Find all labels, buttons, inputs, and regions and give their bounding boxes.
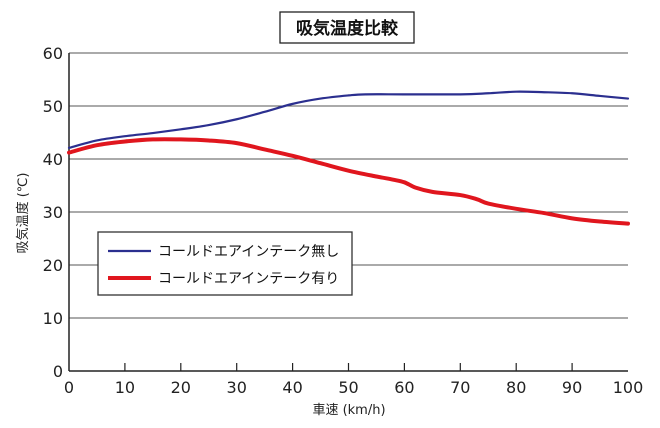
x-tick-label: 90	[562, 378, 582, 397]
legend-label-2: コールドエアインテーク有り	[158, 271, 339, 287]
axis-layer: 0 10 20 30 40 50 60 0 10 20 30 40 50 60 70 80 90 100	[43, 44, 644, 397]
x-tick-label: 40	[282, 378, 302, 397]
series-line-2	[67, 137, 630, 226]
legend-box	[97, 231, 353, 296]
y-tick-label: 30	[43, 203, 63, 222]
x-axis-label: 車速 (km/h)	[312, 403, 385, 418]
legend-label-1: コールドエアインテーク無し	[158, 244, 339, 260]
y-tick-label: 10	[43, 309, 63, 328]
x-tick-label: 80	[506, 378, 526, 397]
x-tick-label: 10	[115, 378, 135, 397]
chart-title: 吸気温度比較	[296, 18, 399, 39]
x-tick-label: 60	[394, 378, 414, 397]
y-tick-label: 60	[43, 44, 63, 63]
y-tick-label: 40	[43, 150, 63, 169]
y-tick-label: 50	[43, 97, 63, 116]
title-box	[279, 11, 415, 44]
y-tick-label: 20	[43, 256, 63, 275]
x-tick-label: 20	[171, 378, 191, 397]
series-line-1	[67, 90, 630, 149]
x-tick-label: 100	[613, 378, 644, 397]
x-tick-label: 0	[64, 378, 74, 397]
x-tick-label: 50	[338, 378, 358, 397]
series-layer	[67, 90, 630, 226]
x-tick-label: 30	[227, 378, 247, 397]
title-layer: 吸気温度比較	[279, 11, 415, 44]
x-tick-label: 70	[450, 378, 470, 397]
y-tick-label: 0	[53, 362, 63, 381]
y-axis-label: 吸気温度 (℃)	[15, 173, 31, 254]
